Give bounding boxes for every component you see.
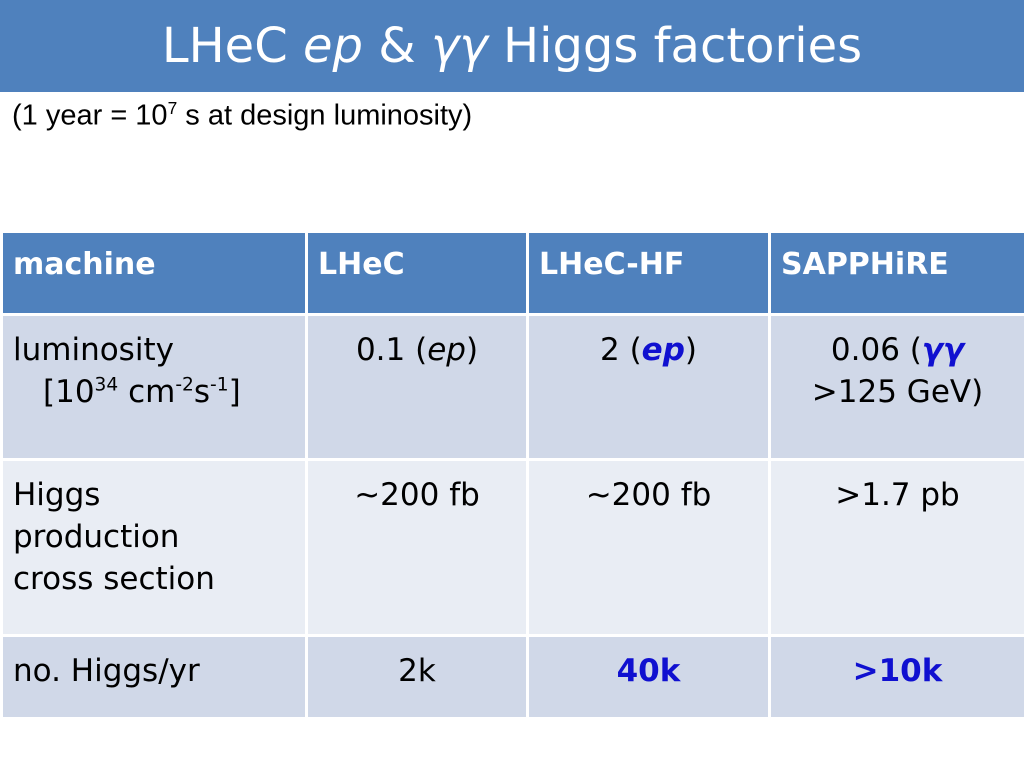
cell: >1.7 pb [768, 458, 1024, 637]
row: luminosity [1034 cm-2s-1] 0.1 (ep) 2 (ep)… [0, 313, 1024, 461]
cell: 0.06 (γγ >125 GeV) [768, 313, 1024, 461]
text: Higgs factories [487, 18, 863, 74]
cell: luminosity [1034 cm-2s-1] [0, 313, 308, 461]
text: cross section [13, 560, 215, 597]
text: luminosity [13, 332, 174, 368]
cell: no. Higgs/yr [0, 634, 308, 720]
text: -2 [175, 374, 194, 396]
text: 7 [167, 98, 178, 118]
text: LHeC [161, 18, 303, 74]
text: γγ [921, 332, 965, 368]
title: LHeC ep & γγ Higgs factories [0, 0, 1024, 92]
cell: 40k [526, 634, 771, 720]
text: ) [465, 332, 479, 368]
text: ep [302, 18, 363, 74]
text: s [193, 373, 211, 410]
row: Higgs production cross section ~200 fb ~20… [0, 458, 1024, 637]
text: production [13, 518, 180, 555]
header-row: machine LHeC LHeC-HF SAPPHiRE [0, 230, 1024, 316]
text: -1 [210, 374, 229, 396]
text: >125 GeV) [811, 373, 984, 410]
text: Higgs [13, 477, 101, 513]
header-cell: LHeC [305, 230, 529, 316]
cell: >10k [768, 634, 1024, 720]
text: 2 ( [600, 332, 642, 368]
text: s at design luminosity) [177, 99, 473, 132]
text: ] [228, 373, 241, 410]
text: cm [118, 373, 176, 410]
text: 34 [94, 374, 119, 396]
text: γγ [430, 18, 488, 74]
cell: 2k [305, 634, 529, 720]
subtitle: (1 year = 107 s at design luminosity) [12, 98, 472, 133]
text: (1 year = 10 [12, 99, 168, 132]
header-cell: machine [0, 230, 308, 316]
text: 0.1 ( [355, 332, 428, 368]
text: [10 [43, 373, 95, 410]
cell: 2 (ep) [526, 313, 771, 461]
cell: ~200 fb [305, 458, 529, 637]
header-cell: SAPPHiRE [768, 230, 1024, 316]
table: machine LHeC LHeC-HF SAPPHiRE luminosity… [0, 230, 1024, 720]
cell: ~200 fb [526, 458, 771, 637]
text: & [362, 18, 431, 74]
text: ep [427, 332, 466, 368]
header-cell: LHeC-HF [526, 230, 771, 316]
text: 0.06 ( [830, 332, 922, 368]
cell: 0.1 (ep) [305, 313, 529, 461]
cell: Higgs production cross section [0, 458, 308, 637]
row: no. Higgs/yr 2k 40k >10k [0, 634, 1024, 720]
text: ep [641, 332, 685, 368]
text: ) [684, 332, 697, 368]
